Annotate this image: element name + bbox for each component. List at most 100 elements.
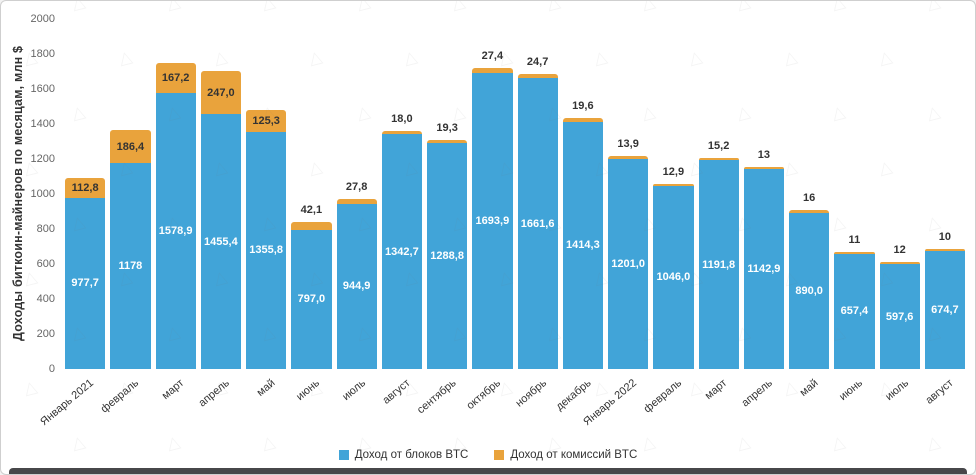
- fees-segment[interactable]: [698, 157, 739, 161]
- bar-19[interactable]: 10 674,7 август: [924, 19, 965, 407]
- fees-segment[interactable]: [381, 130, 422, 135]
- legend: Доход от блоков BTC Доход от комиссий BT…: [1, 449, 975, 461]
- bar-17[interactable]: 11 657,4 июнь: [834, 19, 875, 403]
- fees-segment[interactable]: [472, 67, 513, 73]
- y-axis-title: Доходы биткоин-майнеров по месяцам, млн …: [11, 45, 25, 341]
- blocks-segment[interactable]: 797,0: [291, 229, 332, 369]
- x-axis-label: июль: [882, 377, 911, 404]
- watermark-icon: △: [971, 156, 976, 179]
- x-axis-label: июнь: [837, 377, 866, 404]
- fees-segment[interactable]: [834, 252, 875, 254]
- blocks-segment[interactable]: 977,7: [65, 197, 106, 369]
- blocks-segment[interactable]: 1288,8: [427, 143, 468, 369]
- fees-value-label: 186,4: [116, 140, 145, 153]
- bar-2[interactable]: 167,2 1578,9 март: [155, 19, 196, 402]
- watermark-icon: △: [69, 0, 88, 14]
- fees-segment[interactable]: 167,2: [155, 63, 196, 93]
- bar-10[interactable]: 24,7 1661,6 ноябрь: [513, 19, 558, 410]
- y-tick-label: 800: [36, 223, 55, 235]
- bar-4[interactable]: 125,3 1355,8 май: [246, 19, 287, 399]
- watermark-icon: △: [449, 0, 468, 14]
- fees-value-label: 13,9: [617, 138, 639, 151]
- fees-segment[interactable]: [562, 118, 603, 122]
- watermark-icon: △: [971, 266, 976, 289]
- x-axis-label: июнь: [294, 377, 323, 404]
- blocks-segment[interactable]: 1578,9: [155, 92, 196, 369]
- fees-segment[interactable]: 125,3: [246, 109, 287, 132]
- fees-segment[interactable]: [608, 156, 649, 159]
- blocks-segment[interactable]: 1342,7: [381, 134, 422, 369]
- blocks-segment[interactable]: 890,0: [789, 213, 830, 369]
- bar-9[interactable]: 27,4 1693,9 октябрь: [465, 19, 513, 412]
- watermark-icon: △: [639, 0, 658, 14]
- x-axis-label: август: [923, 377, 956, 407]
- legend-item-blocks[interactable]: Доход от блоков BTC: [338, 449, 468, 461]
- fees-segment[interactable]: 112,8: [65, 178, 106, 198]
- y-tick-label: 1600: [30, 83, 55, 95]
- x-axis-label: апрель: [739, 377, 775, 410]
- bar-3[interactable]: 247,0 1455,4 апрель: [196, 19, 241, 409]
- fees-value-label: 12: [893, 244, 906, 257]
- blocks-segment[interactable]: 1142,9: [743, 169, 784, 369]
- x-axis-label: май: [254, 377, 278, 399]
- blocks-segment[interactable]: 1191,8: [698, 160, 739, 369]
- bar-1[interactable]: 186,4 1178 февраль: [99, 19, 151, 415]
- watermark-icon: △: [971, 46, 976, 69]
- bar-5[interactable]: 42,1 797,0 июнь: [291, 19, 332, 403]
- blocks-value-label: 890,0: [795, 285, 823, 298]
- blocks-segment[interactable]: 944,9: [336, 203, 377, 369]
- bar-7[interactable]: 18,0 1342,7 август: [381, 19, 422, 407]
- blocks-segment[interactable]: 1414,3: [562, 121, 603, 369]
- blocks-value-label: 657,4: [840, 305, 869, 318]
- blocks-segment[interactable]: 1178: [110, 162, 151, 369]
- fees-segment[interactable]: [789, 210, 830, 214]
- fees-segment[interactable]: [517, 73, 558, 79]
- fees-segment[interactable]: [336, 198, 377, 204]
- bar-12[interactable]: 13,9 1201,0 Январь 2022: [581, 19, 649, 428]
- blocks-segment[interactable]: 1046,0: [653, 185, 694, 369]
- fees-segment[interactable]: [924, 249, 965, 251]
- bar-8[interactable]: 19,3 1288,8 сентябрь: [414, 19, 468, 416]
- bar-15[interactable]: 13 1142,9 апрель: [739, 19, 784, 409]
- bar-6[interactable]: 27,8 944,9 июль: [336, 19, 377, 403]
- bar-13[interactable]: 12,9 1046,0 февраль: [642, 19, 694, 415]
- fees-value-label: 18,0: [391, 112, 413, 125]
- blocks-segment[interactable]: 1355,8: [246, 131, 287, 369]
- fees-segment[interactable]: [291, 222, 332, 230]
- x-axis-label: март: [703, 377, 730, 403]
- watermark-icon: △: [686, 376, 705, 399]
- fees-segment[interactable]: 186,4: [110, 130, 151, 163]
- legend-item-fees[interactable]: Доход от комиссий BTC: [494, 449, 637, 461]
- watermark-icon: △: [781, 376, 800, 399]
- blocks-segment[interactable]: 597,6: [879, 264, 920, 369]
- fees-segment[interactable]: [743, 166, 784, 169]
- bar-0[interactable]: 112,8 977,7 Январь 2021: [38, 19, 106, 428]
- blocks-segment[interactable]: 674,7: [924, 250, 965, 369]
- bar-14[interactable]: 15,2 1191,8 март: [698, 19, 739, 402]
- watermark-icon: △: [829, 0, 848, 14]
- blocks-value-label: 977,7: [71, 277, 99, 290]
- fees-segment[interactable]: 247,0: [200, 71, 241, 115]
- fees-segment[interactable]: [427, 140, 468, 144]
- fees-segment[interactable]: [653, 183, 694, 186]
- blocks-value-label: 1414,3: [566, 239, 600, 252]
- fees-value-label: 27,4: [481, 49, 504, 62]
- blocks-segment[interactable]: 1693,9: [472, 72, 513, 369]
- fees-value-label: 10: [938, 231, 951, 244]
- blocks-value-label: 1142,9: [747, 263, 781, 275]
- y-axis: 0 200 400 600 800 1000 1200 1400 1600 1800 2000: [27, 13, 61, 375]
- watermark-icon: △: [354, 0, 373, 14]
- bar-18[interactable]: 12 597,6 июль: [879, 19, 920, 403]
- blocks-segment[interactable]: 1661,6: [517, 78, 558, 369]
- bar-11[interactable]: 19,6 1414,3 декабрь: [554, 19, 603, 413]
- blocks-value-label: 674,7: [931, 303, 959, 316]
- watermark-icon: △: [734, 0, 753, 14]
- bar-16[interactable]: 16 890,0 май: [789, 19, 830, 399]
- blocks-segment[interactable]: 1201,0: [608, 158, 649, 369]
- blocks-segment[interactable]: 657,4: [834, 253, 875, 369]
- blocks-value-label: 1046,0: [656, 271, 691, 284]
- fees-value-label: 15,2: [707, 139, 730, 152]
- blocks-segment[interactable]: 1455,4: [200, 114, 241, 369]
- fees-segment[interactable]: [879, 262, 920, 265]
